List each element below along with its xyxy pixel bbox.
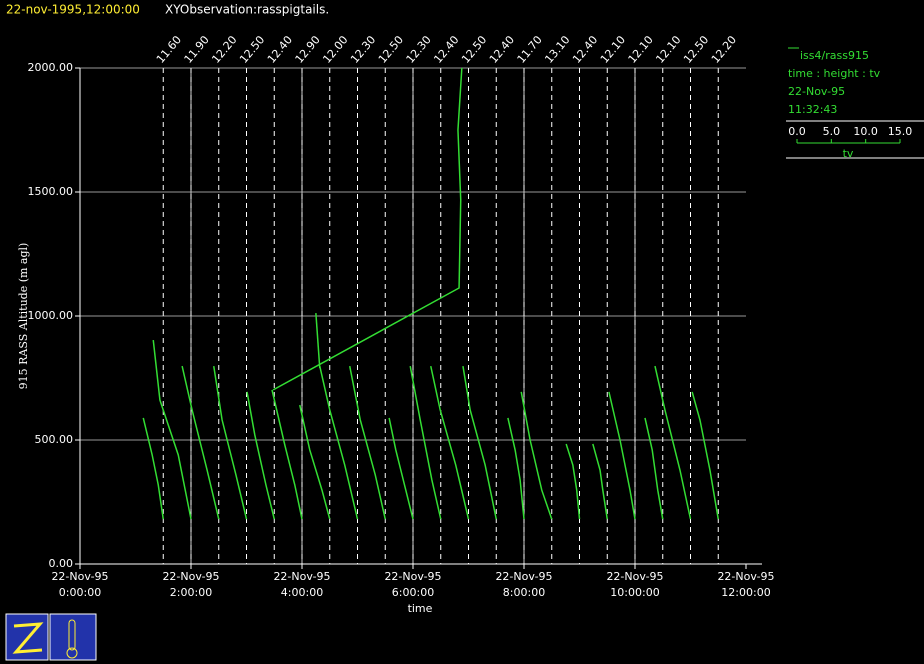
trace bbox=[462, 365, 497, 520]
x-tick-date: 22-Nov-95 bbox=[717, 570, 774, 583]
trace bbox=[520, 391, 553, 520]
trace bbox=[299, 404, 331, 520]
x-tick-time: 4:00:00 bbox=[281, 586, 323, 599]
profile-label: 12.50 bbox=[459, 33, 489, 65]
trace bbox=[315, 312, 321, 369]
legend-scale-tick-label: 5.0 bbox=[823, 125, 841, 138]
legend-time: 11:32:43 bbox=[788, 103, 837, 116]
x-tick-time: 0:00:00 bbox=[59, 586, 101, 599]
x-tick-time: 12:00:00 bbox=[721, 586, 770, 599]
trace bbox=[152, 339, 192, 520]
trace bbox=[409, 365, 442, 520]
x-tick-date: 22-Nov-95 bbox=[495, 570, 552, 583]
profile-label: 12.50 bbox=[376, 33, 406, 65]
y-tick-label: 1000.00 bbox=[28, 309, 74, 322]
profile-label: 12.30 bbox=[348, 33, 378, 65]
thermometer-icon[interactable] bbox=[49, 613, 97, 661]
legend-scale-tick-label: 0.0 bbox=[788, 125, 806, 138]
trace bbox=[654, 365, 692, 520]
thermometer-glyph bbox=[68, 619, 76, 651]
profile-label: 12.20 bbox=[209, 33, 239, 65]
x-tick-time: 2:00:00 bbox=[170, 586, 212, 599]
y-axis-label: 915 RASS Altitude (m agl) bbox=[17, 243, 30, 390]
header-date: 22-nov-1995,12:00:00 bbox=[6, 3, 140, 17]
legend-scale-tick-label: 15.0 bbox=[888, 125, 913, 138]
legend-scale-tick-label: 10.0 bbox=[853, 125, 878, 138]
trace bbox=[272, 67, 463, 391]
x-tick-date: 22-Nov-95 bbox=[273, 570, 330, 583]
y-tick-label: 0.00 bbox=[49, 557, 74, 570]
y-tick-label: 500.00 bbox=[35, 433, 74, 446]
profile-label: 12.10 bbox=[653, 33, 683, 65]
trace bbox=[319, 365, 359, 520]
profile-label: 11.70 bbox=[515, 33, 545, 65]
trace bbox=[213, 365, 248, 520]
legend-fields: time : height : tv bbox=[788, 67, 881, 80]
legend-date: 22-Nov-95 bbox=[788, 85, 845, 98]
trace bbox=[608, 391, 636, 520]
x-axis-label: time bbox=[408, 602, 433, 615]
trace bbox=[142, 417, 164, 520]
x-tick-date: 22-Nov-95 bbox=[51, 570, 108, 583]
trace bbox=[507, 417, 525, 520]
y-tick-label: 2000.00 bbox=[28, 61, 74, 74]
profile-label: 12.50 bbox=[681, 33, 711, 65]
trace bbox=[246, 391, 275, 520]
profile-label: 12.40 bbox=[570, 33, 600, 65]
profile-label: 12.50 bbox=[237, 33, 267, 65]
profile-label: 12.10 bbox=[598, 33, 628, 65]
trace bbox=[691, 391, 719, 520]
trace bbox=[644, 417, 664, 520]
trace bbox=[565, 443, 581, 520]
profile-label: 12.40 bbox=[265, 33, 295, 65]
profile-label: 11.60 bbox=[154, 33, 184, 65]
profile-label: 12.90 bbox=[293, 33, 323, 65]
profile-label: 12.30 bbox=[404, 33, 434, 65]
x-tick-date: 22-Nov-95 bbox=[162, 570, 219, 583]
legend-scale-label: tv bbox=[843, 147, 854, 160]
legend-source: iss4/rass915 bbox=[800, 49, 869, 62]
zebra-glyph bbox=[12, 622, 44, 654]
trace bbox=[181, 365, 220, 520]
thermometer-bulb bbox=[66, 647, 78, 659]
x-tick-time: 6:00:00 bbox=[392, 586, 434, 599]
profile-label: 12.40 bbox=[487, 33, 517, 65]
trace bbox=[388, 417, 414, 520]
profile-label: 12.00 bbox=[320, 33, 350, 65]
x-tick-time: 8:00:00 bbox=[503, 586, 545, 599]
trace bbox=[271, 389, 303, 520]
profile-label: 12.10 bbox=[626, 33, 656, 65]
y-tick-label: 1500.00 bbox=[28, 185, 74, 198]
x-tick-date: 22-Nov-95 bbox=[384, 570, 441, 583]
x-tick-time: 10:00:00 bbox=[610, 586, 659, 599]
profile-label: 12.20 bbox=[709, 33, 739, 65]
trace bbox=[592, 443, 608, 520]
trace bbox=[348, 365, 386, 520]
profile-label: 12.40 bbox=[431, 33, 461, 65]
profile-label: 11.90 bbox=[182, 33, 212, 65]
x-tick-date: 22-Nov-95 bbox=[606, 570, 663, 583]
profile-label: 13.10 bbox=[542, 33, 572, 65]
app-icons bbox=[5, 613, 97, 661]
trace bbox=[430, 365, 470, 520]
header-title: XYObservation:rasspigtails. bbox=[165, 3, 329, 17]
